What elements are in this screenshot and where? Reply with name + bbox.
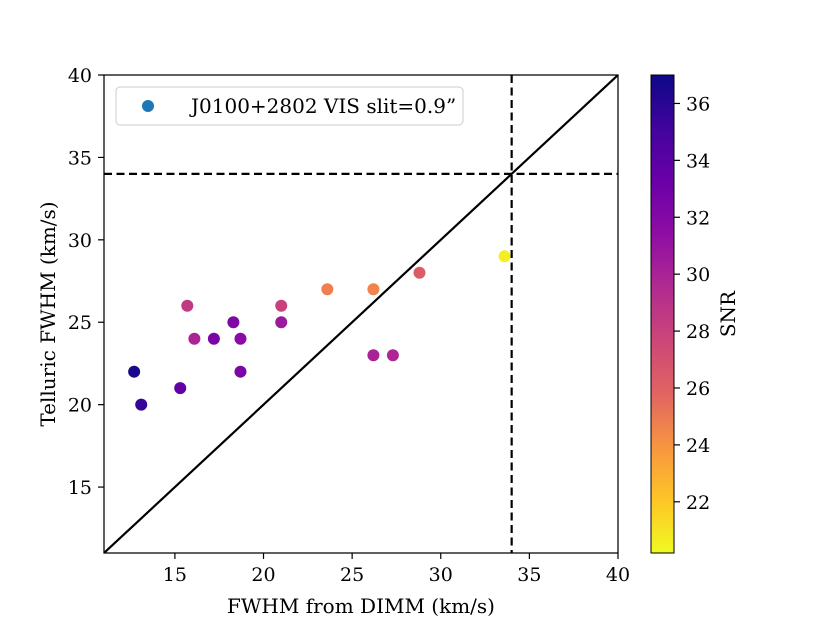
y-tick-label: 20: [68, 395, 92, 417]
x-tick-label: 35: [517, 564, 541, 586]
colorbar-label: SNR: [716, 290, 740, 337]
colorbar-gradient: [650, 74, 675, 554]
reference-line-diagonal: [104, 75, 618, 553]
y-tick-label: 25: [68, 312, 92, 334]
data-point: [207, 332, 220, 345]
x-tick-label: 15: [163, 564, 187, 586]
colorbar-tick-label: 22: [686, 492, 710, 514]
plot-frame: [103, 74, 619, 554]
data-point: [128, 365, 141, 378]
data-point: [386, 349, 399, 362]
x-tick-label: 40: [606, 564, 630, 586]
legend: J0100+2802 VIS slit=0.9”: [115, 86, 464, 126]
data-point: [234, 365, 247, 378]
data-point: [367, 349, 380, 362]
legend-box: [115, 86, 464, 126]
reference-lines: [104, 75, 618, 553]
data-point: [227, 316, 240, 329]
legend-label: J0100+2802 VIS slit=0.9”: [189, 94, 456, 118]
data-point: [234, 332, 247, 345]
colorbar-tick-label: 36: [686, 93, 710, 115]
data-point: [181, 299, 194, 312]
colorbar-tick-label: 32: [686, 207, 710, 229]
y-tick-label: 15: [68, 477, 92, 499]
data-point: [275, 316, 288, 329]
x-tick-label: 30: [429, 564, 453, 586]
colorbar-tick-label: 24: [686, 435, 710, 457]
colorbar-tick-label: 34: [686, 150, 710, 172]
data-point: [188, 332, 201, 345]
data-point: [135, 398, 148, 411]
data-points: [128, 250, 511, 411]
colorbar-tick-label: 28: [686, 321, 710, 343]
y-axis-label: Telluric FWHM (km/s): [36, 201, 60, 426]
x-tick-label: 20: [251, 564, 275, 586]
data-point: [275, 299, 288, 312]
data-point: [367, 283, 380, 296]
y-axis: 15 20 25 30 35 40: [68, 65, 104, 499]
data-point: [321, 283, 334, 296]
colorbar-tick-label: 30: [686, 264, 710, 286]
data-point: [174, 382, 187, 395]
colorbar-ticks: 22 24 26 28 30 32 34 36: [674, 93, 710, 514]
y-tick-label: 35: [68, 147, 92, 169]
colorbar: 22 24 26 28 30 32 34 36 SNR: [650, 74, 740, 554]
legend-marker: [142, 100, 154, 112]
x-axis-label: FWHM from DIMM (km/s): [227, 594, 495, 618]
x-axis: 15 20 25 30 35 40: [163, 553, 630, 586]
x-tick-label: 25: [340, 564, 364, 586]
data-point: [498, 250, 511, 263]
y-tick-label: 30: [68, 230, 92, 252]
colorbar-tick-label: 26: [686, 378, 710, 400]
data-point: [413, 266, 426, 279]
y-tick-label: 40: [68, 65, 92, 87]
